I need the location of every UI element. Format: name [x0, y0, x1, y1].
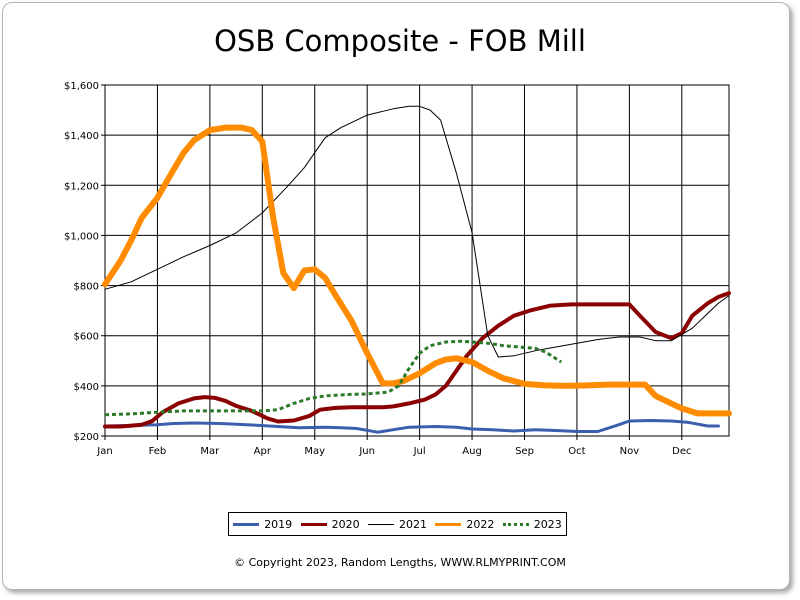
series-line-2020 [103, 291, 731, 429]
x-tick-label: Dec [672, 446, 691, 457]
y-tick-label: $1,000 [64, 231, 99, 242]
series-line-2022 [102, 124, 732, 417]
x-tick-label: Aug [462, 446, 482, 457]
legend-label: 2023 [533, 517, 562, 531]
x-tick-label: Sep [515, 446, 534, 457]
legend-item-2023: 2023 [502, 517, 562, 531]
legend-swatch [233, 522, 260, 526]
y-tick-label: $1,200 [64, 181, 99, 192]
series-line-2023 [104, 339, 563, 417]
x-tick-label: Jul [413, 446, 426, 457]
y-tick-label: $1,400 [64, 131, 99, 142]
legend-swatch [502, 522, 529, 526]
chart-legend: 2019 2020 2021 2022 2023 [228, 512, 567, 536]
legend-label: 2021 [398, 517, 427, 531]
y-tick-label: $200 [74, 432, 99, 443]
copyright-text: © Copyright 2023, Random Lengths, WWW.RL… [234, 556, 566, 569]
x-tick-label: Jan [96, 446, 112, 457]
legend-swatch [367, 523, 394, 525]
y-tick-label: $400 [74, 382, 99, 393]
legend-label: 2019 [264, 517, 293, 531]
legend-item-2021: 2021 [367, 517, 427, 531]
legend-item-2019: 2019 [233, 518, 292, 531]
plot-border [104, 84, 730, 437]
x-tick-label: Jun [358, 446, 375, 457]
y-tick-label: $1,600 [64, 81, 99, 92]
x-tick-label: Oct [568, 446, 585, 457]
legend-item-2022: 2022 [435, 518, 494, 531]
legend-swatch [435, 522, 462, 526]
legend-label: 2020 [331, 517, 360, 531]
y-tick-label: $800 [74, 282, 99, 293]
x-tick-label: Apr [254, 446, 272, 457]
legend-swatch [300, 522, 327, 526]
y-tick-label: $600 [74, 332, 99, 343]
x-tick-label: May [304, 446, 325, 457]
series-line-2019 [103, 419, 720, 434]
x-tick-label: Mar [200, 446, 220, 457]
legend-label: 2022 [466, 517, 495, 531]
chart-title: OSB Composite - FOB Mill [214, 24, 586, 58]
legend-item-2020: 2020 [300, 517, 360, 531]
x-tick-label: Nov [620, 446, 640, 457]
series-line-2021 [104, 105, 730, 358]
x-tick-label: Feb [149, 446, 167, 457]
